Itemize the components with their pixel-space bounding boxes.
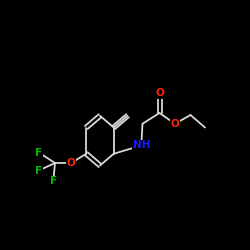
Text: F: F (50, 176, 57, 186)
Text: O: O (170, 119, 179, 129)
Text: F: F (35, 166, 42, 175)
Text: NH: NH (132, 140, 150, 150)
Text: O: O (67, 158, 76, 168)
Text: F: F (35, 148, 42, 158)
Text: O: O (155, 88, 164, 98)
